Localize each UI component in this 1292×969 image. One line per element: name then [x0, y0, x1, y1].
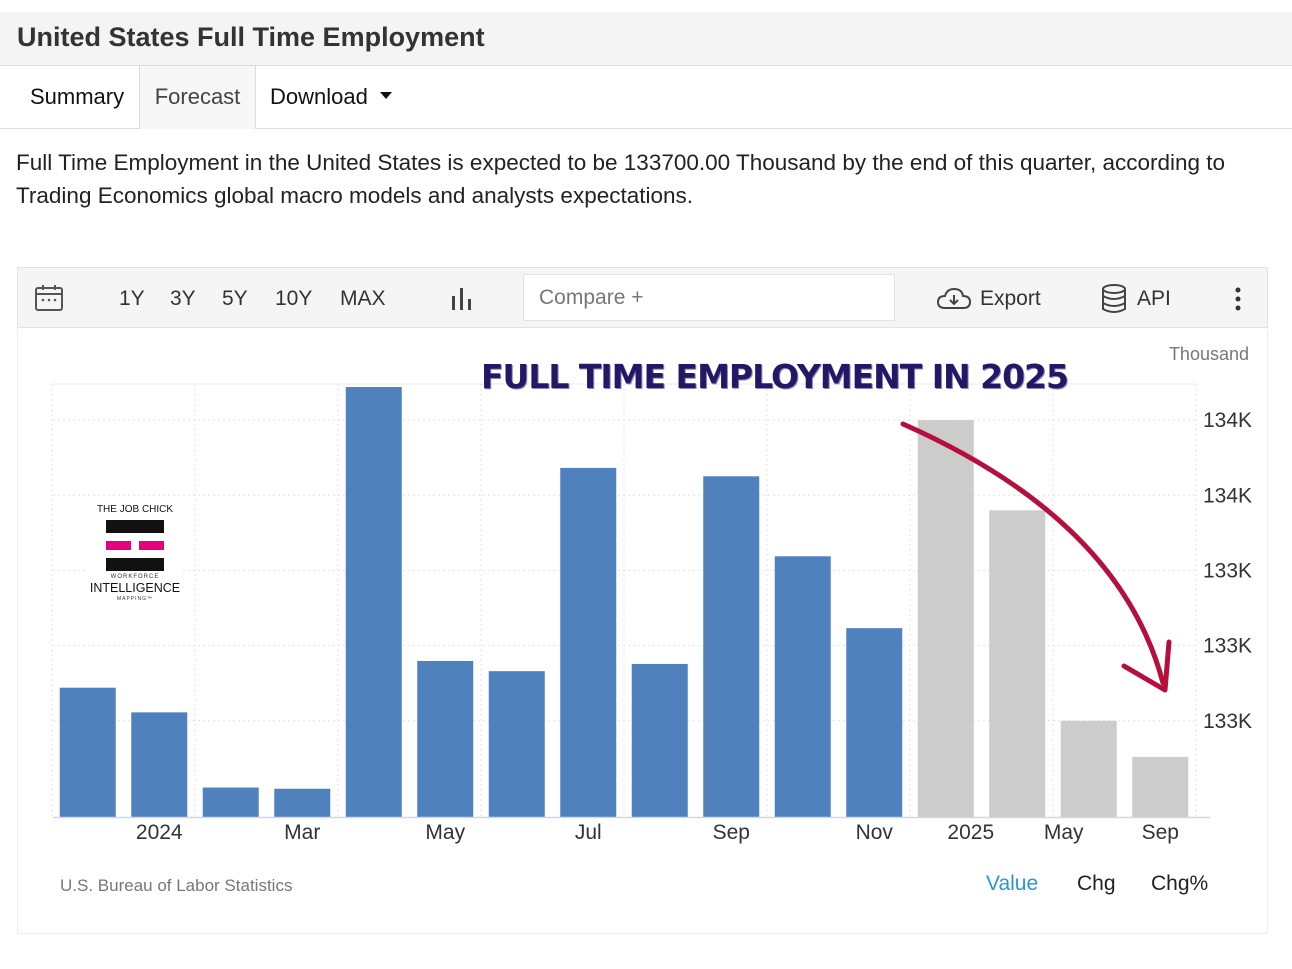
bar-actual[interactable]: [631, 663, 688, 817]
compare-input[interactable]: [523, 274, 895, 321]
x-tick-label: Sep: [713, 821, 750, 844]
bar-actual[interactable]: [131, 712, 188, 817]
x-tick-label: Nov: [856, 821, 894, 844]
y-tick-label: 133K: [1203, 635, 1252, 658]
bar-actual[interactable]: [274, 788, 331, 817]
bar-forecast[interactable]: [1132, 756, 1189, 817]
bar-actual[interactable]: [846, 628, 903, 817]
title-bar: United States Full Time Employment: [0, 12, 1292, 66]
y-tick-label: 133K: [1203, 710, 1252, 733]
chart-panel: [17, 329, 1268, 934]
x-tick-label: 2025: [947, 821, 994, 844]
bar-forecast[interactable]: [917, 420, 974, 817]
tab-bar: Summary Forecast Download: [0, 66, 1292, 129]
chg-percent-tab[interactable]: Chg%: [1151, 872, 1209, 895]
value-tab[interactable]: Value: [986, 872, 1039, 895]
api-label: API: [1137, 287, 1171, 310]
tab-forecast[interactable]: Forecast: [139, 66, 256, 129]
bar-actual[interactable]: [488, 671, 545, 817]
range-3y-button[interactable]: 3Y: [170, 287, 196, 310]
bar-forecast[interactable]: [1060, 720, 1117, 817]
logo-line4: MAPPING™: [116, 596, 154, 602]
job-chick-logo: THE JOB CHICK WORKFORCE INTELLIGENCE MAP…: [87, 501, 183, 605]
logo-line3: INTELLIGENCE: [89, 581, 181, 595]
bar-actual[interactable]: [560, 467, 617, 817]
bar-chart-icon[interactable]: [450, 286, 474, 312]
forecast-description: Full Time Employment in the United State…: [16, 150, 1226, 208]
export-label: Export: [980, 287, 1041, 310]
y-tick-label: 134K: [1203, 484, 1252, 507]
logo-line1: THE JOB CHICK: [96, 504, 174, 515]
api-button[interactable]: API: [1101, 268, 1171, 329]
bar-actual[interactable]: [202, 787, 259, 817]
cloud-download-icon: [936, 288, 972, 310]
page-title: United States Full Time Employment: [17, 22, 485, 52]
tab-summary[interactable]: Summary: [30, 84, 125, 109]
tab-download[interactable]: Download: [270, 66, 392, 128]
bar-actual[interactable]: [703, 476, 760, 817]
bar-actual[interactable]: [774, 556, 831, 817]
range-5y-button[interactable]: 5Y: [222, 287, 248, 310]
x-tick-label: May: [425, 821, 465, 844]
caret-down-icon: [379, 91, 392, 99]
unit-label: Thousand: [1168, 344, 1249, 364]
more-options-icon[interactable]: [1233, 286, 1243, 312]
database-icon: [1102, 284, 1126, 314]
x-tick-label: Mar: [284, 821, 320, 844]
bar-actual[interactable]: [345, 387, 402, 817]
y-tick-label: 134K: [1203, 409, 1252, 432]
x-tick-label: Sep: [1142, 821, 1179, 844]
x-tick-label: May: [1044, 821, 1084, 844]
logo-line2: WORKFORCE: [110, 574, 160, 580]
y-tick-label: 133K: [1203, 559, 1252, 582]
calendar-icon[interactable]: [34, 283, 64, 313]
x-tick-label: 2024: [136, 821, 183, 844]
x-tick-label: Jul: [575, 821, 602, 844]
chg-tab[interactable]: Chg: [1077, 872, 1116, 895]
range-10y-button[interactable]: 10Y: [275, 287, 313, 310]
source-label: U.S. Bureau of Labor Statistics: [60, 876, 293, 895]
bar-actual[interactable]: [59, 687, 116, 817]
tab-download-label: Download: [270, 84, 368, 109]
range-max-button[interactable]: MAX: [340, 287, 386, 310]
range-1y-button[interactable]: 1Y: [119, 287, 145, 310]
bar-actual[interactable]: [417, 660, 474, 817]
tab-forecast-label: Forecast: [154, 84, 241, 109]
overlay-headline: FULL TIME EMPLOYMENT IN 2025: [481, 357, 1069, 396]
bar-forecast[interactable]: [989, 510, 1046, 817]
chart-toolbar: 1Y 3Y 5Y 10Y MAX Export API: [17, 267, 1268, 328]
export-button[interactable]: Export: [936, 268, 1041, 329]
